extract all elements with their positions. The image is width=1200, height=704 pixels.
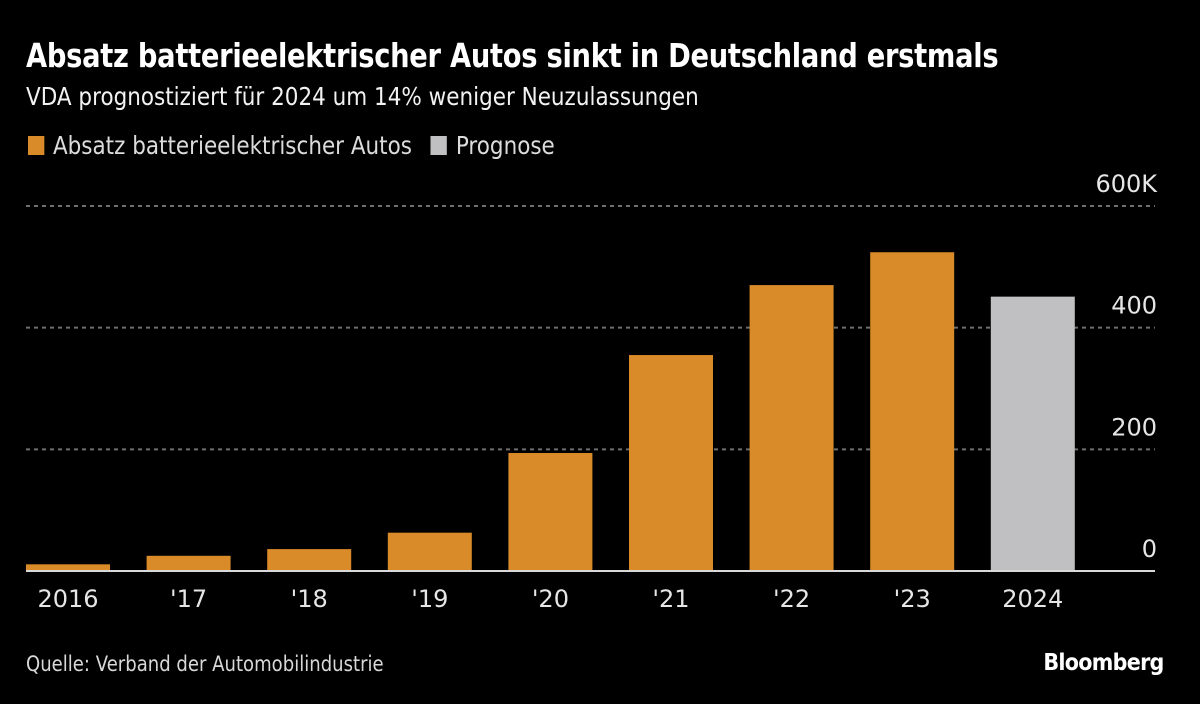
bars: [26, 252, 1075, 571]
bar-20: [508, 452, 593, 571]
x-tick-label-2: '18: [291, 585, 328, 613]
x-axis-labels: 2016 '17 '18 '19 '20 '21 '22 '23 2024: [37, 585, 1063, 613]
bar-23: [870, 252, 955, 571]
x-tick-label-8: 2024: [1002, 585, 1063, 613]
legend-item-actual: Absatz batterieelektrischer Autos: [28, 131, 412, 160]
bar-18: [267, 549, 352, 571]
chart-subtitle: VDA prognostiziert für 2024 um 14% wenig…: [26, 82, 699, 111]
x-tick-label-1: '17: [170, 585, 207, 613]
x-tick-label-7: '23: [894, 585, 931, 613]
y-tick-label-3: 600K: [1095, 170, 1158, 198]
bar-2024: [990, 296, 1075, 571]
legend-item-forecast: Prognose: [430, 131, 555, 160]
y-axis-labels: 0 200 400 600K: [1095, 170, 1158, 563]
y-tick-label-2: 400: [1111, 292, 1157, 320]
bar-2016: [26, 564, 110, 571]
legend: Absatz batterieelektrischer Autos Progno…: [28, 131, 574, 160]
x-tick-label-4: '20: [532, 585, 569, 613]
bar-21: [629, 355, 713, 571]
legend-swatch-forecast: [430, 136, 448, 155]
x-tick-label-0: 2016: [37, 585, 98, 613]
x-tick-label-6: '22: [773, 585, 810, 613]
bar-17: [146, 555, 231, 571]
legend-label-actual: Absatz batterieelektrischer Autos: [52, 131, 412, 160]
y-tick-label-0: 0: [1142, 535, 1157, 563]
chart-title: Absatz batterieelektrischer Autos sinkt …: [26, 36, 999, 75]
y-tick-label-1: 200: [1111, 413, 1157, 441]
legend-label-forecast: Prognose: [455, 131, 555, 160]
x-tick-label-3: '19: [411, 585, 448, 613]
x-tick-label-5: '21: [652, 585, 689, 613]
bar-22: [749, 285, 834, 571]
source-note: Quelle: Verband der Automobilindustrie: [26, 652, 384, 676]
bloomberg-logo: Bloomberg: [1043, 650, 1165, 676]
legend-swatch-actual: [28, 136, 45, 155]
gridlines: [26, 205, 1155, 451]
bar-19: [387, 532, 472, 571]
